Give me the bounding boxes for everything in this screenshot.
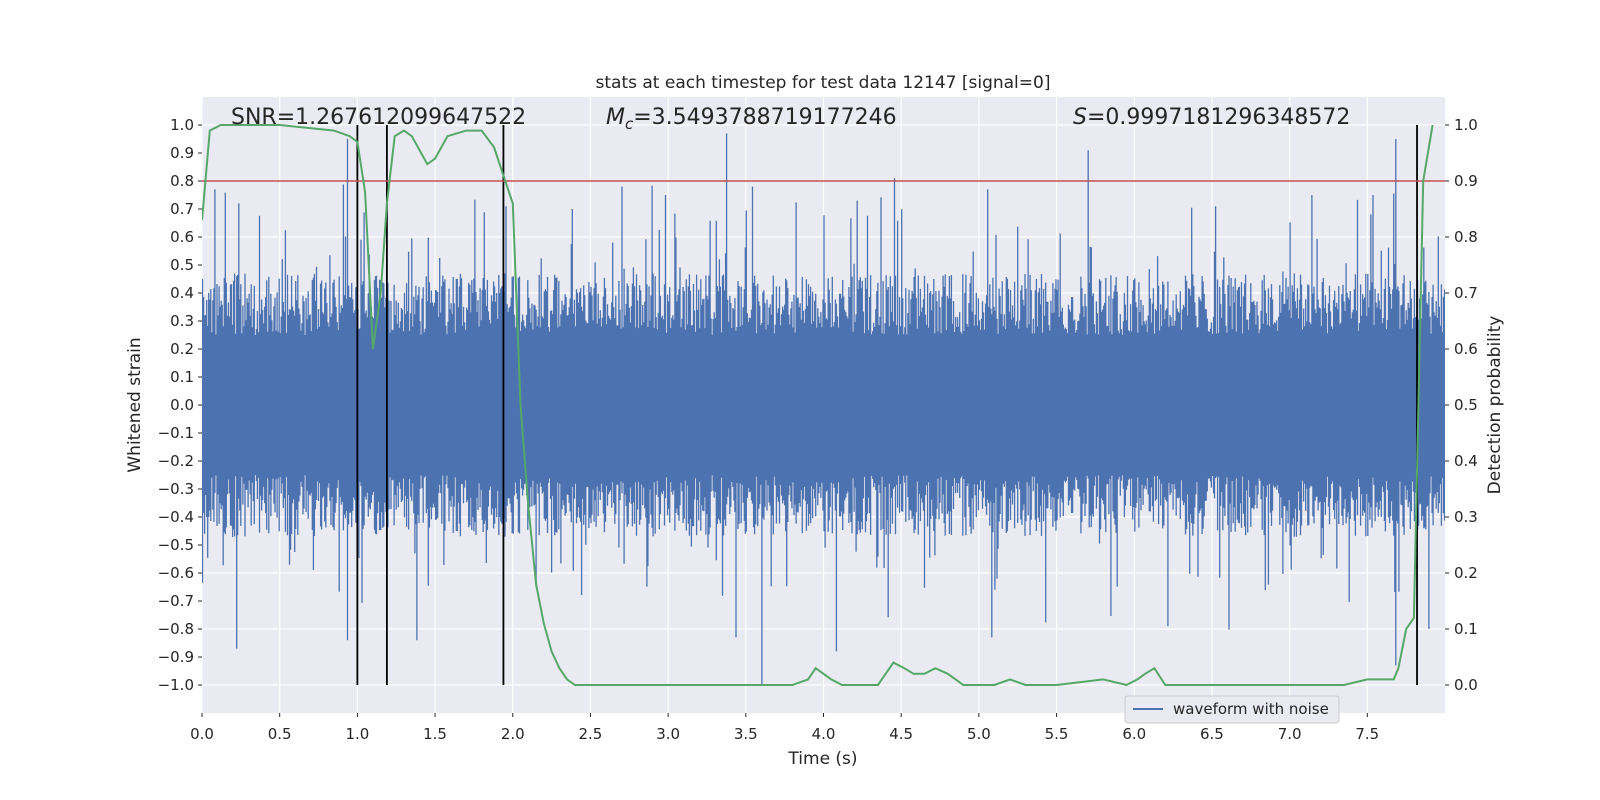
mc-symbol: M <box>606 105 625 130</box>
x-tick-label: 3.0 <box>656 725 680 743</box>
y-right-tick-label: 0.4 <box>1454 452 1478 470</box>
y-right-tick-label: 0.3 <box>1454 508 1478 526</box>
y-left-tick-label: 0.0 <box>170 396 194 414</box>
x-tick-label: 4.5 <box>889 725 913 743</box>
legend-label: waveform with noise <box>1173 700 1329 718</box>
x-tick-label: 0.5 <box>268 725 292 743</box>
y-left-tick-label: 0.5 <box>170 256 194 274</box>
y-left-tick-label: 0.3 <box>170 312 194 330</box>
y-right-tick-label: 0.0 <box>1454 676 1478 694</box>
x-axis-label: Time (s) <box>787 749 857 769</box>
x-tick-label: 5.0 <box>967 725 991 743</box>
x-axis-ticks: 0.0 0.5 1.0 1.5 2.0 2.5 3.0 3.5 4.0 4.5 5.0 5.5 6.0 6… <box>190 713 1379 743</box>
y-right-tick-label: 0.8 <box>1454 228 1478 246</box>
x-tick-label: 1.5 <box>423 725 447 743</box>
x-tick-label: 1.0 <box>345 725 369 743</box>
y-left-tick-label: −0.4 <box>158 508 194 526</box>
x-tick-label: 0.0 <box>190 725 214 743</box>
s-symbol: S <box>1073 105 1087 130</box>
vertical-markers <box>356 125 1418 685</box>
x-tick-label: 4.0 <box>812 725 836 743</box>
x-tick-label: 6.0 <box>1122 725 1146 743</box>
y-left-tick-label: 0.7 <box>170 200 194 218</box>
y-right-tick-label: 0.5 <box>1454 396 1478 414</box>
x-tick-label: 2.5 <box>579 725 603 743</box>
chart-title: stats at each timestep for test data 121… <box>596 73 1051 93</box>
mc-annotation: Mc=3.5493788719177246 <box>606 105 897 133</box>
y-left-tick-label: 0.1 <box>170 368 194 386</box>
y-left-tick-label: −0.5 <box>158 536 194 554</box>
x-tick-label: 3.5 <box>734 725 758 743</box>
legend-box <box>1124 695 1340 724</box>
s-value: =0.9997181296348572 <box>1087 105 1350 130</box>
y-left-tick-label: −0.2 <box>158 452 194 470</box>
y-left-tick-label: 0.8 <box>170 172 194 190</box>
x-tick-label: 5.5 <box>1045 725 1069 743</box>
y-right-tick-label: 0.2 <box>1454 564 1478 582</box>
mc-value: =3.5493788719177246 <box>633 105 896 130</box>
x-tick-label: 7.5 <box>1355 725 1379 743</box>
y-left-tick-label: −0.8 <box>158 620 194 638</box>
y-right-tick-label: 0.9 <box>1454 172 1478 190</box>
probability-series <box>202 124 1434 687</box>
y-left-axis-label: Whitened strain <box>125 337 145 472</box>
x-tick-label: 6.5 <box>1200 725 1224 743</box>
y-left-tick-label: 1.0 <box>170 116 194 134</box>
y-left-tick-label: −0.6 <box>158 564 194 582</box>
y-left-axis-ticks: 1.0 0.9 0.8 0.7 0.6 0.5 0.4 0.3 0.2 0.1 0.0 −0.1 −0.… <box>158 116 202 694</box>
s-annotation: S=0.9997181296348572 <box>1073 105 1350 130</box>
y-right-tick-label: 0.1 <box>1454 620 1478 638</box>
y-right-tick-label: 0.7 <box>1454 284 1478 302</box>
y-right-tick-label: 0.6 <box>1454 340 1478 358</box>
y-left-tick-label: −1.0 <box>158 676 194 694</box>
snr-annotation: SNR=1.267612099647522 <box>231 105 526 130</box>
mc-subscript: c <box>625 115 634 133</box>
y-right-axis-ticks: 1.0 0.9 0.8 0.7 0.6 0.5 0.4 0.3 0.2 0.1 0.0 <box>1445 116 1478 694</box>
y-left-tick-label: −0.7 <box>158 592 194 610</box>
waveform-series <box>202 133 1445 685</box>
y-right-tick-label: 1.0 <box>1454 116 1478 134</box>
waveform-trace <box>202 133 1445 685</box>
y-left-tick-label: 0.2 <box>170 340 194 358</box>
legend: waveform with noise <box>1124 695 1340 724</box>
x-tick-label: 2.0 <box>501 725 525 743</box>
y-left-tick-label: 0.6 <box>170 228 194 246</box>
x-tick-label: 7.0 <box>1278 725 1302 743</box>
y-left-tick-label: −0.1 <box>158 424 194 442</box>
y-left-tick-label: −0.3 <box>158 480 194 498</box>
y-left-tick-label: 0.9 <box>170 144 194 162</box>
y-right-axis-label: Detection probability <box>1485 316 1505 495</box>
y-left-tick-label: 0.4 <box>170 284 194 302</box>
y-left-tick-label: −0.9 <box>158 648 194 666</box>
